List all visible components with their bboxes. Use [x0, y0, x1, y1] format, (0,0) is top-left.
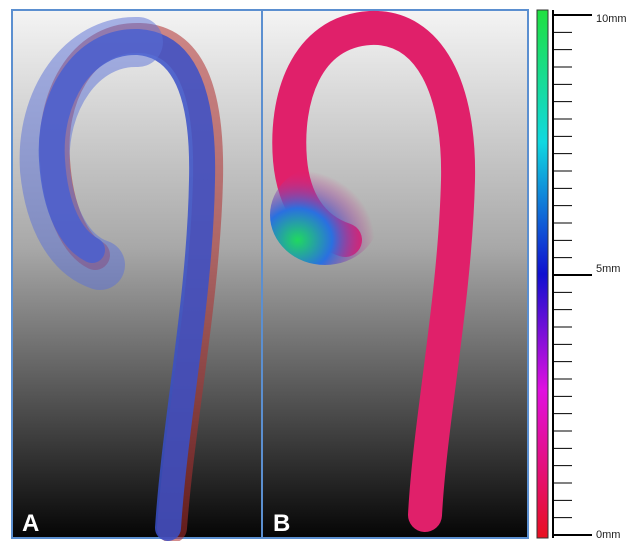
scale-label: 5mm — [596, 263, 620, 275]
scale-label: 0mm — [596, 529, 620, 541]
deform-region — [270, 165, 380, 265]
colorbar — [536, 9, 549, 539]
panel-b — [261, 9, 529, 539]
aorta-arch — [19, 17, 163, 290]
panel-label: B — [273, 510, 290, 537]
panel-label: A — [22, 510, 39, 537]
scale-label: 10mm — [596, 13, 627, 25]
scale — [552, 10, 592, 538]
aorta-deform — [272, 10, 476, 532]
